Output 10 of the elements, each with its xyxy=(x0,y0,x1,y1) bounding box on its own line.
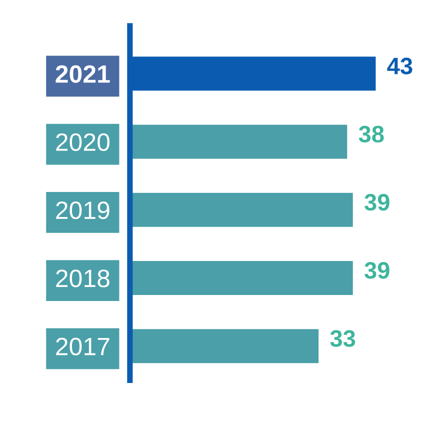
data-label: 33 xyxy=(330,330,356,347)
y-tick-label: 2018 xyxy=(56,270,110,288)
y-tick-label: 2019 xyxy=(56,201,110,220)
data-label: 43 xyxy=(387,58,412,74)
data-label: 39 xyxy=(364,262,390,279)
y-tick-label: 2020 xyxy=(56,133,110,152)
y-tick-label: 2021 xyxy=(56,65,110,83)
data-label: 38 xyxy=(358,126,384,143)
y-tick-label: 2017 xyxy=(56,338,110,356)
data-label: 39 xyxy=(364,194,390,211)
